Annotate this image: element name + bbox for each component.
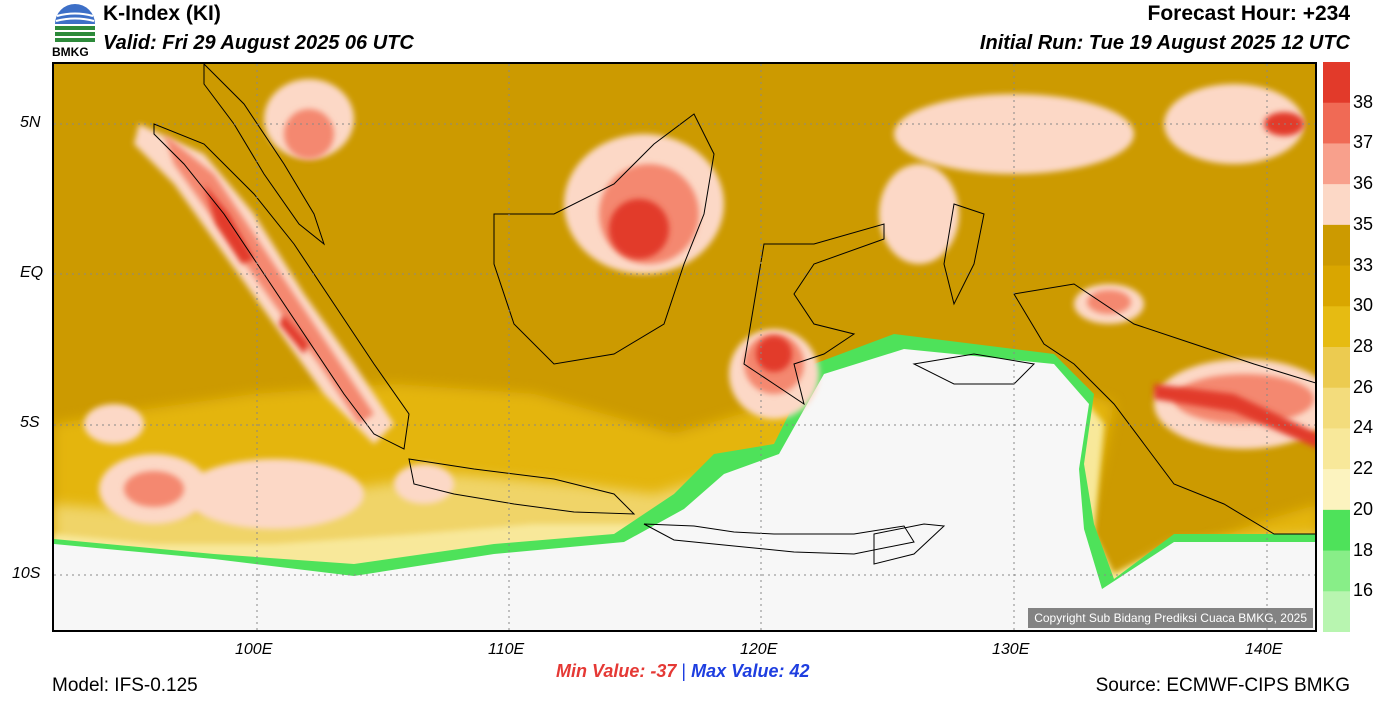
lat-label-10s: 10S [12,565,41,582]
source-label: Source: ECMWF-CIPS BMKG [1095,675,1350,696]
legend-level-label: 22 [1353,458,1374,479]
legend-level-label: 33 [1353,254,1374,275]
legend-level-label: 28 [1353,336,1374,356]
lat-label-5s: 5S [20,414,40,431]
legend-swatch [1323,347,1350,389]
legend-level-label: 38 [1353,91,1374,112]
legend-swatch [1323,102,1350,144]
legend-swatch [1323,306,1350,348]
k-index-map: Copyright Sub Bidang Prediksi Cuaca BMKG… [52,62,1317,632]
legend-swatch [1323,224,1350,267]
legend-swatch [1323,184,1350,226]
legend-level-label: 30 [1353,295,1374,316]
legend-swatch [1323,143,1350,185]
legend-swatch [1323,387,1350,429]
legend-level-label: 24 [1353,417,1374,438]
legend-swatch [1323,509,1350,552]
color-legend [1323,62,1350,632]
lat-label-5n: 5N [20,114,41,131]
max-value: Max Value: 42 [691,661,810,681]
lon-label-140e: 140E [1245,641,1283,658]
copyright-notice: Copyright Sub Bidang Prediksi Cuaca BMKG… [1028,608,1313,628]
legend-swatch [1323,591,1350,632]
bmkg-logo: BMKG [52,2,98,60]
field-dry [54,349,1315,630]
lon-label-130e: 130E [992,641,1030,658]
legend-level-label: 37 [1353,132,1374,153]
initial-run: Initial Run: Tue 19 August 2025 12 UTC [979,32,1350,54]
model-label: Model: IFS-0.125 [52,675,198,696]
legend-swatch [1323,62,1350,104]
chart-title: K-Index (KI) [103,2,221,25]
logo-text: BMKG [52,45,89,59]
stats-line: Min Value: -37 | Max Value: 42 [556,661,809,682]
stats-separator: | [681,661,687,681]
legend-swatch [1323,469,1350,511]
coastlines [153,64,1315,565]
min-value: Min Value: -37 [556,661,677,681]
legend-swatch [1323,265,1350,307]
lon-label-120e: 120E [740,641,778,658]
lon-label-100e: 100E [235,641,273,658]
map-canvas [54,64,1315,630]
legend-level-label: 18 [1353,539,1374,560]
lon-label-110e: 110E [488,641,525,658]
legend-level-label: 16 [1353,580,1374,601]
legend-level-label: 36 [1353,173,1374,194]
forecast-hour: Forecast Hour: +234 [1147,2,1351,25]
graticule [54,64,1315,630]
legend-swatch [1323,550,1350,592]
legend-level-label: 35 [1353,213,1374,234]
valid-time: Valid: Fri 29 August 2025 06 UTC [103,32,414,54]
lat-label-eq: EQ [20,264,44,281]
legend-swatch [1323,428,1350,470]
legend-level-label: 20 [1353,498,1374,519]
legend-level-label: 26 [1353,376,1374,397]
